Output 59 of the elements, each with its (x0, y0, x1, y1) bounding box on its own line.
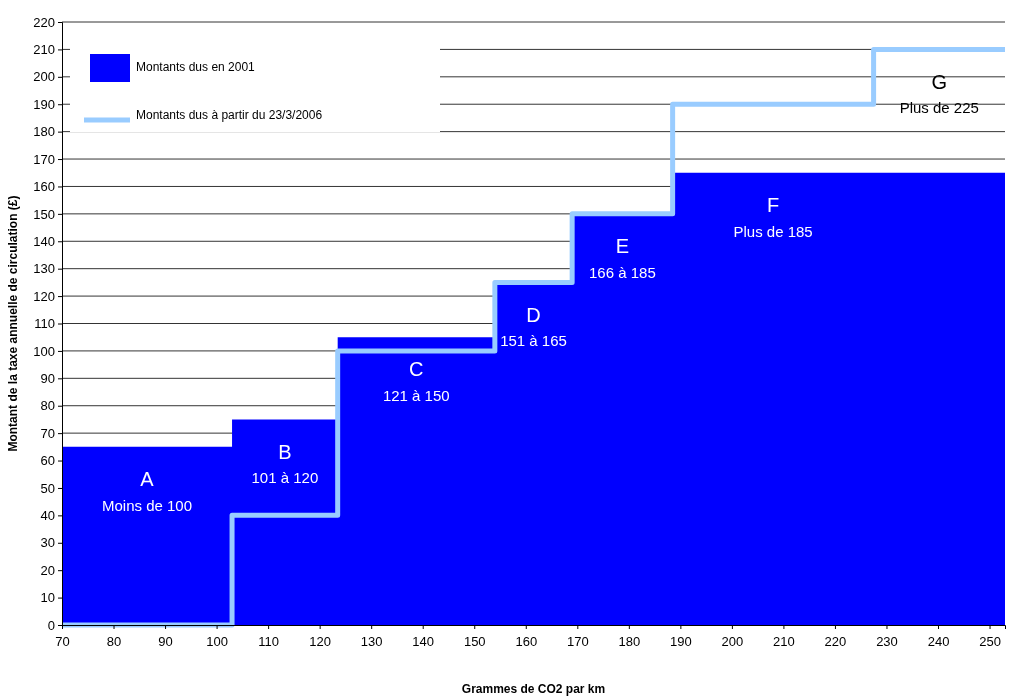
y-tick-label: 50 (40, 480, 55, 496)
y-tick-label: 60 (40, 453, 55, 469)
x-tick-label: 190 (670, 634, 692, 650)
annotation: D (526, 303, 541, 326)
annotation: C (409, 358, 424, 381)
y-tick-label: 40 (40, 508, 55, 524)
annotation: A (140, 468, 155, 491)
x-tick-label: 210 (773, 634, 795, 650)
y-tick-label: 170 (33, 151, 55, 167)
x-tick-label: 120 (309, 634, 331, 650)
x-tick-label: 80 (106, 634, 122, 650)
annotation: Plus de 185 (733, 222, 813, 240)
annotation: Moins de 100 (101, 496, 193, 514)
y-tick-label: 90 (40, 370, 55, 386)
y-tick-label: 10 (40, 590, 55, 606)
annotation: E (615, 235, 630, 258)
annotation: 101 à 120 (251, 469, 319, 487)
x-tick-label: 240 (927, 634, 950, 650)
y-tick-label: 80 (40, 398, 55, 414)
annotation: 166 à 185 (589, 263, 656, 281)
y-tick-label: 150 (33, 206, 55, 222)
y-tick-label: 120 (33, 288, 55, 304)
x-tick-label: 150 (463, 634, 486, 650)
x-axis-title: Grammes de CO2 par km (461, 682, 606, 696)
annotation: B (278, 440, 292, 463)
y-tick-label: 180 (33, 124, 55, 140)
x-tick-label: 140 (412, 634, 435, 650)
x-tick-label: 230 (876, 634, 898, 650)
y-tick-label: 20 (40, 562, 55, 578)
y-tick-label: 110 (34, 316, 55, 332)
annotation: 121 à 150 (382, 387, 450, 405)
x-tick-label: 170 (566, 634, 589, 650)
y-tick-label: 210 (33, 42, 55, 58)
x-tick-label: 90 (158, 634, 173, 650)
y-tick-label: 140 (33, 233, 55, 249)
y-tick-label: 220 (33, 14, 55, 30)
y-tick-label: 130 (33, 261, 55, 277)
y-tick-label: 190 (33, 96, 55, 112)
y-tick-label: 200 (33, 69, 55, 85)
x-tick-label: 160 (515, 634, 538, 650)
x-tick-label: 70 (55, 634, 70, 650)
legend-label: Montants dus à partir du 23/3/2006 (136, 108, 323, 123)
annotation: G (931, 70, 948, 93)
x-tick-label: 220 (824, 634, 847, 650)
annotation: F (767, 194, 780, 217)
x-tick-label: 130 (360, 634, 383, 650)
y-tick-label: 30 (40, 535, 55, 551)
legend-label: Montants dus en 2001 (136, 60, 256, 75)
y-tick-label: 0 (47, 617, 55, 633)
x-tick-label: 100 (206, 634, 228, 650)
y-tick-label: 100 (33, 343, 55, 359)
y-tick-label: 160 (33, 179, 55, 195)
y-tick-label: 70 (40, 425, 55, 441)
x-tick-label: 180 (618, 634, 641, 650)
x-tick-label: 110 (258, 634, 279, 650)
annotation: 151 à 165 (500, 332, 567, 350)
x-tick-label: 250 (979, 634, 1001, 650)
y-axis-title: Montant de la taxe annuelle de circulation (£) (6, 195, 21, 452)
x-tick-label: 200 (721, 634, 744, 650)
